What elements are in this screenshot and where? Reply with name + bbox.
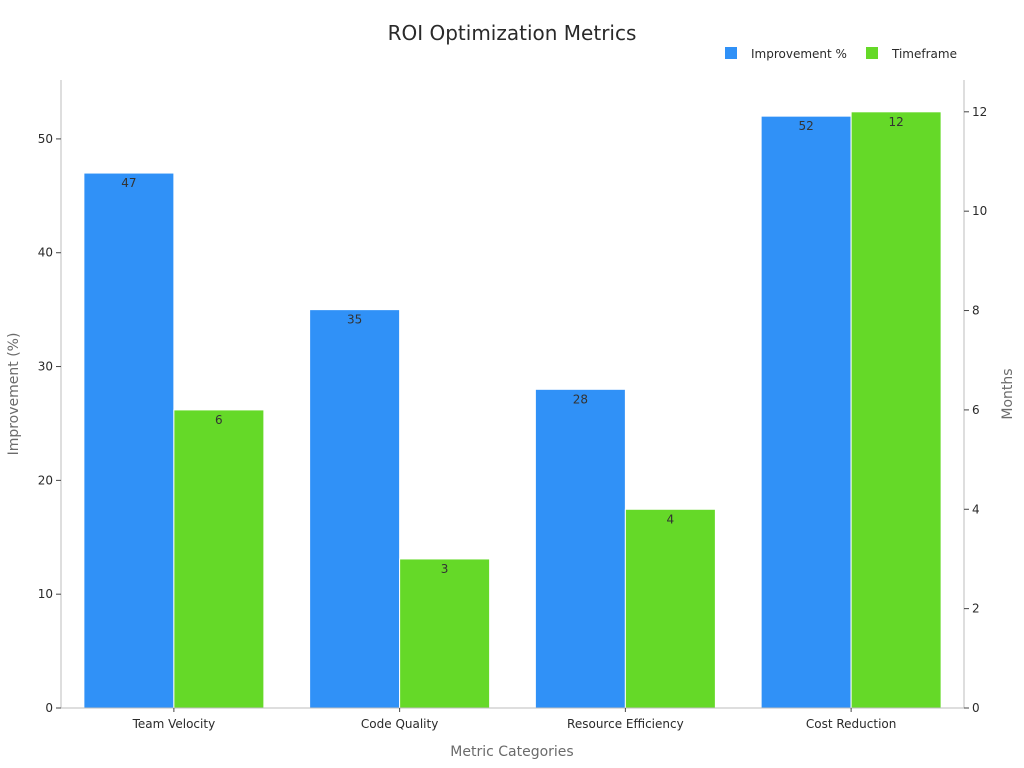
- bar-improvement-2: [534, 388, 626, 709]
- x-tick-label-1: Code Quality: [361, 717, 438, 731]
- x-tick-label-2: Resource Efficiency: [567, 717, 684, 731]
- chart-title: ROI Optimization Metrics: [388, 21, 637, 45]
- data-labels-group: 47 6 35 3 28 4 52 12: [121, 115, 904, 576]
- data-label-timeframe-2: 4: [667, 512, 675, 526]
- data-label-timeframe-3: 12: [888, 115, 903, 129]
- data-label-improvement-2: 28: [573, 392, 588, 406]
- y-axis-label: Improvement (%): [6, 333, 22, 456]
- data-label-improvement-1: 35: [347, 313, 362, 327]
- data-label-improvement-3: 52: [798, 119, 813, 133]
- x-tick-label-3: Cost Reduction: [806, 717, 896, 731]
- left-ticks: 0 10 20 30 40 50: [38, 132, 61, 715]
- left-tick-label-4: 40: [38, 246, 53, 260]
- right-tick-label-1: 2: [972, 602, 980, 616]
- left-tick-label-2: 20: [38, 473, 53, 487]
- bar-improvement-1: [309, 309, 401, 709]
- bar-timeframe-1: [399, 558, 491, 709]
- x-axis-label: Metric Categories: [450, 744, 573, 760]
- bar-improvement-3: [760, 115, 852, 709]
- legend-swatch-0: [725, 47, 737, 59]
- legend-swatch-1: [866, 47, 878, 59]
- bars-group: [83, 111, 942, 709]
- bar-timeframe-3: [850, 111, 942, 709]
- y2-axis-label: Months: [1000, 368, 1016, 419]
- legend-label-1: Timeframe: [891, 47, 957, 61]
- right-tick-label-6: 12: [972, 105, 987, 119]
- data-label-timeframe-0: 6: [215, 413, 223, 427]
- right-tick-label-5: 10: [972, 204, 987, 218]
- left-tick-label-0: 0: [45, 701, 53, 715]
- left-tick-label-3: 30: [38, 360, 53, 374]
- legend: Improvement % Timeframe: [725, 47, 957, 61]
- right-tick-label-0: 0: [972, 701, 980, 715]
- right-tick-label-3: 6: [972, 403, 980, 417]
- right-tick-label-2: 4: [972, 502, 980, 516]
- legend-label-0: Improvement %: [751, 47, 847, 61]
- right-tick-label-4: 8: [972, 304, 980, 318]
- left-tick-label-1: 10: [38, 587, 53, 601]
- x-ticks: Team Velocity Code Quality Resource Effici…: [132, 708, 896, 731]
- data-label-improvement-0: 47: [121, 176, 136, 190]
- left-tick-label-5: 50: [38, 132, 53, 146]
- right-ticks: 0 2 4 6 8 10 12: [964, 105, 987, 715]
- bar-improvement-0: [83, 172, 175, 709]
- x-tick-label-0: Team Velocity: [132, 717, 216, 731]
- bar-timeframe-0: [173, 409, 265, 709]
- bar-timeframe-2: [624, 508, 716, 709]
- data-label-timeframe-1: 3: [441, 562, 449, 576]
